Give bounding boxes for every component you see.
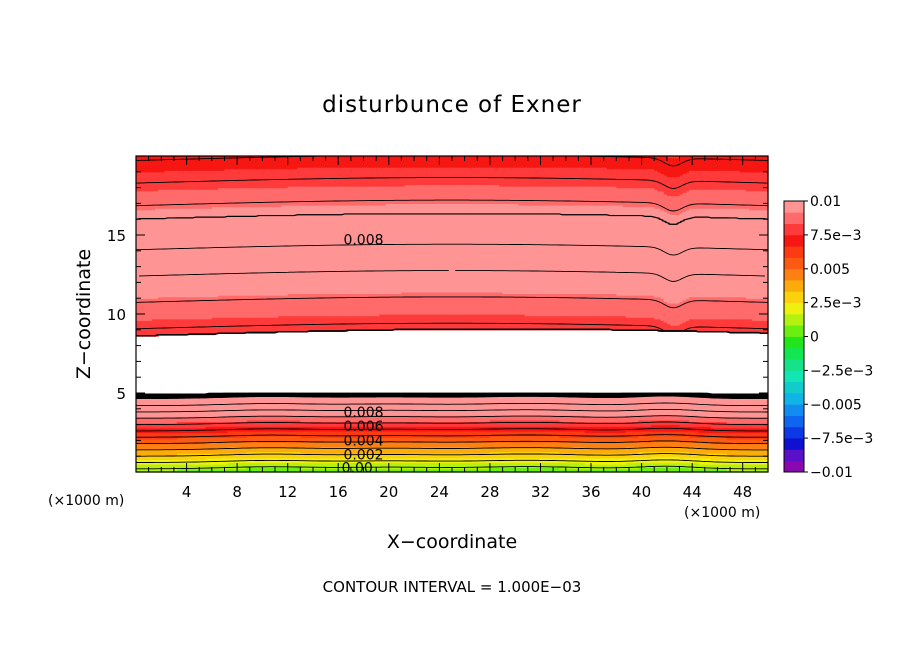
chart-title: disturbunce of Exner xyxy=(322,92,582,118)
exner-contour-chart: disturbunce of Exner 0.0080.0080.0060.00… xyxy=(0,0,904,654)
